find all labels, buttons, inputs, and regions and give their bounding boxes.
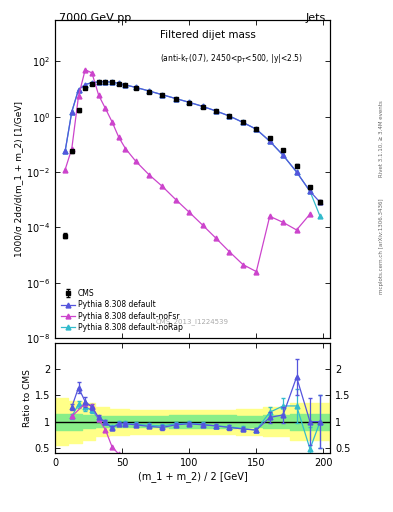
Pythia 8.308 default bbox=[76, 87, 81, 93]
Pythia 8.308 default-noFsr bbox=[90, 70, 94, 76]
Pythia 8.308 default bbox=[123, 82, 128, 88]
Pythia 8.308 default-noRap bbox=[76, 87, 81, 93]
Pythia 8.308 default-noFsr bbox=[187, 209, 191, 216]
Text: 7000 GeV pp: 7000 GeV pp bbox=[59, 13, 131, 23]
Pythia 8.308 default-noRap bbox=[214, 108, 219, 114]
Pythia 8.308 default bbox=[96, 79, 101, 85]
Pythia 8.308 default-noRap bbox=[103, 78, 108, 84]
Pythia 8.308 default bbox=[318, 199, 322, 205]
Pythia 8.308 default bbox=[214, 108, 219, 114]
Pythia 8.308 default bbox=[267, 138, 272, 144]
Pythia 8.308 default-noRap bbox=[83, 81, 88, 88]
Pythia 8.308 default bbox=[241, 119, 245, 125]
Legend: CMS, Pythia 8.308 default, Pythia 8.308 default-noFsr, Pythia 8.308 default-noRa: CMS, Pythia 8.308 default, Pythia 8.308 … bbox=[59, 287, 185, 334]
Pythia 8.308 default-noRap bbox=[70, 109, 74, 115]
Pythia 8.308 default-noRap bbox=[308, 188, 312, 195]
Pythia 8.308 default-noFsr bbox=[308, 211, 312, 217]
Pythia 8.308 default bbox=[200, 103, 205, 110]
Pythia 8.308 default-noFsr bbox=[76, 93, 81, 99]
Pythia 8.308 default-noFsr bbox=[83, 67, 88, 73]
Line: Pythia 8.308 default-noRap: Pythia 8.308 default-noRap bbox=[62, 79, 323, 219]
X-axis label: (m_1 + m_2) / 2 [GeV]: (m_1 + m_2) / 2 [GeV] bbox=[138, 471, 248, 482]
Pythia 8.308 default-noRap bbox=[254, 126, 259, 132]
Pythia 8.308 default-noRap bbox=[267, 138, 272, 144]
Pythia 8.308 default bbox=[90, 79, 94, 86]
Pythia 8.308 default-noFsr bbox=[267, 213, 272, 219]
Pythia 8.308 default-noRap bbox=[133, 84, 138, 91]
Pythia 8.308 default-noRap bbox=[173, 96, 178, 102]
Pythia 8.308 default-noRap bbox=[200, 103, 205, 110]
Pythia 8.308 default bbox=[63, 148, 68, 155]
Pythia 8.308 default-noRap bbox=[318, 213, 322, 219]
Text: Filtered dijet mass: Filtered dijet mass bbox=[160, 30, 255, 40]
Line: Pythia 8.308 default-noFsr: Pythia 8.308 default-noFsr bbox=[62, 67, 312, 274]
Pythia 8.308 default-noFsr bbox=[147, 172, 151, 178]
Pythia 8.308 default bbox=[83, 81, 88, 88]
Text: mcplots.cern.ch [arXiv:1306.3436]: mcplots.cern.ch [arXiv:1306.3436] bbox=[379, 198, 384, 293]
Pythia 8.308 default-noRap bbox=[116, 80, 121, 87]
Pythia 8.308 default-noRap bbox=[96, 79, 101, 85]
Pythia 8.308 default bbox=[294, 169, 299, 175]
Line: Pythia 8.308 default: Pythia 8.308 default bbox=[62, 79, 323, 205]
Pythia 8.308 default-noFsr bbox=[123, 145, 128, 152]
Text: (anti-k$_\mathregular{T}$(0.7), 2450<p$_\mathregular{T}$<500, |y|<2.5): (anti-k$_\mathregular{T}$(0.7), 2450<p$_… bbox=[160, 52, 302, 65]
Pythia 8.308 default bbox=[227, 113, 232, 119]
Pythia 8.308 default-noRap bbox=[63, 148, 68, 155]
Pythia 8.308 default-noRap bbox=[281, 152, 285, 158]
Pythia 8.308 default-noFsr bbox=[254, 268, 259, 274]
Pythia 8.308 default bbox=[70, 109, 74, 115]
Text: Jets: Jets bbox=[306, 13, 326, 23]
Pythia 8.308 default-noFsr bbox=[294, 227, 299, 233]
Pythia 8.308 default-noFsr bbox=[116, 134, 121, 140]
Pythia 8.308 default-noFsr bbox=[214, 235, 219, 241]
Pythia 8.308 default-noRap bbox=[90, 79, 94, 86]
Text: Rivet 3.1.10, ≥ 3.4M events: Rivet 3.1.10, ≥ 3.4M events bbox=[379, 100, 384, 177]
Pythia 8.308 default-noRap bbox=[160, 92, 165, 98]
Pythia 8.308 default-noFsr bbox=[70, 145, 74, 152]
Pythia 8.308 default-noRap bbox=[227, 113, 232, 119]
Pythia 8.308 default-noFsr bbox=[96, 92, 101, 98]
Text: CMS_2013_I1224539: CMS_2013_I1224539 bbox=[156, 318, 229, 325]
Pythia 8.308 default bbox=[160, 92, 165, 98]
Pythia 8.308 default bbox=[116, 80, 121, 87]
Pythia 8.308 default-noFsr bbox=[173, 197, 178, 203]
Pythia 8.308 default-noFsr bbox=[227, 249, 232, 255]
Pythia 8.308 default bbox=[254, 126, 259, 132]
Pythia 8.308 default bbox=[281, 152, 285, 158]
Pythia 8.308 default-noRap bbox=[241, 119, 245, 125]
Pythia 8.308 default-noRap bbox=[110, 79, 114, 86]
Pythia 8.308 default bbox=[147, 88, 151, 94]
Pythia 8.308 default-noFsr bbox=[241, 262, 245, 268]
Pythia 8.308 default bbox=[110, 79, 114, 86]
Pythia 8.308 default-noRap bbox=[123, 82, 128, 88]
Pythia 8.308 default-noFsr bbox=[133, 158, 138, 164]
Pythia 8.308 default bbox=[187, 99, 191, 105]
Y-axis label: Ratio to CMS: Ratio to CMS bbox=[23, 369, 32, 427]
Pythia 8.308 default bbox=[173, 96, 178, 102]
Pythia 8.308 default bbox=[308, 188, 312, 195]
Pythia 8.308 default-noFsr bbox=[63, 167, 68, 173]
Pythia 8.308 default-noRap bbox=[294, 169, 299, 175]
Pythia 8.308 default bbox=[133, 84, 138, 91]
Pythia 8.308 default-noFsr bbox=[281, 219, 285, 225]
Pythia 8.308 default-noRap bbox=[187, 99, 191, 105]
Pythia 8.308 default-noRap bbox=[147, 88, 151, 94]
Pythia 8.308 default bbox=[103, 78, 108, 84]
Y-axis label: 1000/σ 2dσ/d(m_1 + m_2) [1/GeV]: 1000/σ 2dσ/d(m_1 + m_2) [1/GeV] bbox=[14, 101, 23, 257]
Pythia 8.308 default-noFsr bbox=[110, 119, 114, 125]
Pythia 8.308 default-noFsr bbox=[160, 183, 165, 189]
Pythia 8.308 default-noFsr bbox=[200, 222, 205, 228]
Pythia 8.308 default-noFsr bbox=[103, 105, 108, 112]
